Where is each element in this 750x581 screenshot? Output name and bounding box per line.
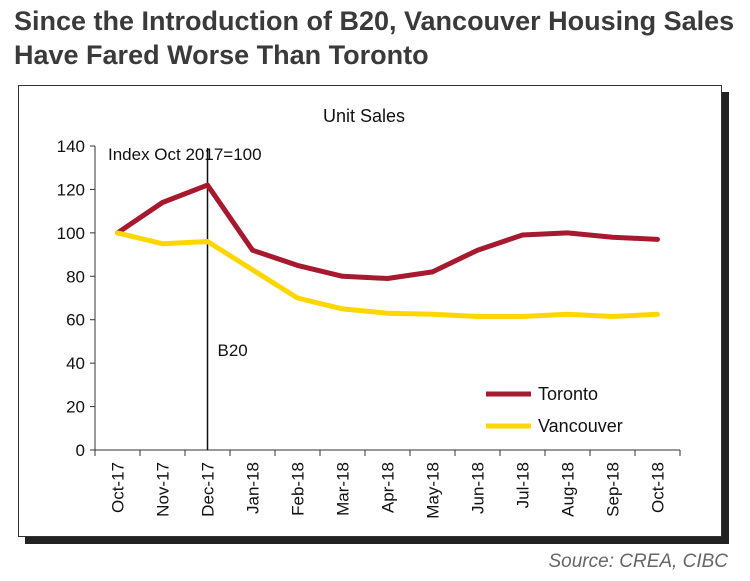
y-tick-label: 80 bbox=[66, 267, 85, 286]
y-tick-label: 60 bbox=[66, 311, 85, 330]
y-tick-label: 120 bbox=[57, 180, 85, 199]
y-tick-label: 100 bbox=[57, 224, 85, 243]
x-tick-label: Aug-18 bbox=[559, 462, 578, 517]
headline: Since the Introduction of B20, Vancouver… bbox=[14, 6, 735, 70]
x-tick-label: Jun-18 bbox=[469, 462, 488, 514]
legend-label-toronto: Toronto bbox=[538, 384, 598, 404]
y-tick-label: 140 bbox=[57, 137, 85, 156]
unit-sales-chart: Unit Sales Index Oct 2017=100 0 20 40 60 80 1… bbox=[57, 106, 681, 519]
b20-marker-label: B20 bbox=[218, 341, 248, 360]
series-line-toronto bbox=[115, 182, 660, 281]
chart-title: Unit Sales bbox=[323, 106, 405, 126]
axes: 0 20 40 60 80 100 120 140 Oct-17 Nov-17 Dec-17 Jan-… bbox=[57, 137, 681, 519]
y-tick-label: 20 bbox=[66, 398, 85, 417]
series-line-vancouver bbox=[115, 230, 660, 319]
x-tick-label: Jul-18 bbox=[514, 462, 533, 508]
legend: Toronto Vancouver bbox=[486, 384, 623, 436]
x-tick-label: Nov-17 bbox=[154, 462, 173, 517]
b20-marker: B20 bbox=[206, 148, 248, 450]
chart-frame: Unit Sales Index Oct 2017=100 0 20 40 60 80 1… bbox=[18, 85, 722, 537]
x-tick-label: Feb-18 bbox=[289, 462, 308, 516]
legend-label-vancouver: Vancouver bbox=[538, 416, 623, 436]
x-tick-label: Mar-18 bbox=[334, 462, 353, 516]
index-annotation: Index Oct 2017=100 bbox=[108, 145, 262, 164]
x-tick-label: Dec-17 bbox=[199, 462, 218, 517]
source-note: Source: CREA, CIBC bbox=[548, 551, 729, 572]
x-tick-label: Jan-18 bbox=[244, 462, 263, 514]
y-tick-label: 40 bbox=[66, 354, 85, 373]
x-tick-label: Sep-18 bbox=[604, 462, 623, 517]
y-tick-label: 0 bbox=[76, 441, 85, 460]
x-tick-label: Oct-18 bbox=[649, 462, 668, 513]
x-tick-label: May-18 bbox=[424, 462, 443, 519]
series-lines bbox=[115, 182, 660, 319]
x-tick-label: Apr-18 bbox=[379, 462, 398, 513]
x-tick-label: Oct-17 bbox=[109, 462, 128, 513]
